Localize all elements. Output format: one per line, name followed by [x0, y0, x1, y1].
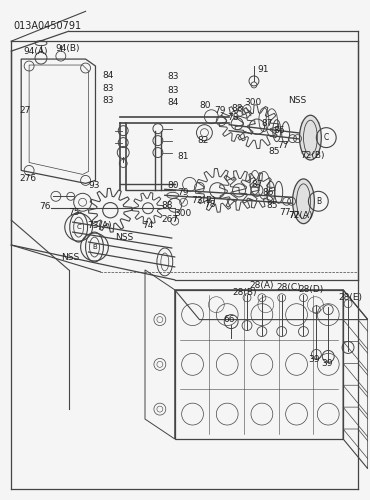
- Text: 77: 77: [277, 141, 288, 150]
- Text: 27: 27: [19, 106, 31, 116]
- Text: 80: 80: [199, 102, 211, 110]
- Text: NSS: NSS: [61, 254, 79, 262]
- Text: 76: 76: [39, 202, 51, 210]
- Ellipse shape: [300, 116, 321, 160]
- Text: 83: 83: [102, 84, 114, 94]
- Text: 86: 86: [274, 126, 285, 135]
- Text: 91: 91: [257, 64, 268, 74]
- Text: 86: 86: [262, 188, 273, 197]
- Text: 80: 80: [168, 181, 179, 190]
- Text: 84: 84: [102, 72, 114, 80]
- Text: 77: 77: [289, 210, 300, 220]
- Text: 28(A): 28(A): [249, 282, 273, 290]
- Text: 300: 300: [244, 98, 261, 108]
- Text: 013A0450791: 013A0450791: [13, 21, 81, 31]
- Text: 82: 82: [198, 136, 209, 145]
- Text: C: C: [324, 133, 329, 142]
- Text: 79: 79: [214, 106, 226, 116]
- Text: 267: 267: [162, 214, 179, 224]
- Text: 300: 300: [175, 208, 192, 218]
- Text: 28(B): 28(B): [232, 288, 257, 298]
- Text: 39: 39: [321, 359, 333, 368]
- Text: B: B: [92, 244, 97, 250]
- Ellipse shape: [293, 179, 314, 224]
- Text: 83: 83: [168, 72, 179, 82]
- Text: 28(C): 28(C): [277, 284, 301, 292]
- Text: 77: 77: [279, 208, 290, 216]
- Text: 87: 87: [251, 180, 262, 189]
- Text: 73(B): 73(B): [192, 196, 216, 205]
- Text: 28(E): 28(E): [338, 293, 362, 302]
- Text: 83: 83: [102, 96, 114, 106]
- Text: 84: 84: [168, 98, 179, 108]
- Text: 78: 78: [227, 113, 239, 122]
- Text: 75: 75: [68, 208, 79, 216]
- Text: 93: 93: [88, 181, 100, 190]
- Text: 88: 88: [231, 104, 243, 114]
- Text: NSS: NSS: [115, 232, 134, 241]
- Text: 39: 39: [309, 355, 320, 364]
- Text: NSS: NSS: [289, 96, 307, 106]
- Bar: [175, 290, 343, 439]
- Text: 94(B): 94(B): [56, 44, 80, 52]
- Text: 88: 88: [162, 200, 173, 210]
- Text: 74: 74: [142, 220, 154, 230]
- Text: C: C: [76, 224, 81, 230]
- Text: 72(A): 72(A): [289, 210, 313, 220]
- Text: 73(A): 73(A): [88, 220, 112, 230]
- Text: 81: 81: [178, 152, 189, 161]
- Text: 78: 78: [205, 200, 216, 209]
- Text: 87: 87: [261, 119, 272, 128]
- Text: B: B: [316, 197, 321, 206]
- Text: 79: 79: [178, 188, 189, 197]
- Text: 276: 276: [19, 174, 36, 183]
- Text: 94(A): 94(A): [23, 46, 48, 56]
- Text: 66: 66: [223, 315, 235, 324]
- Text: 72(B): 72(B): [300, 151, 325, 160]
- Text: 28(D): 28(D): [299, 286, 324, 294]
- Text: 83: 83: [168, 86, 179, 96]
- Text: 85: 85: [269, 147, 280, 156]
- Text: 85: 85: [267, 200, 278, 210]
